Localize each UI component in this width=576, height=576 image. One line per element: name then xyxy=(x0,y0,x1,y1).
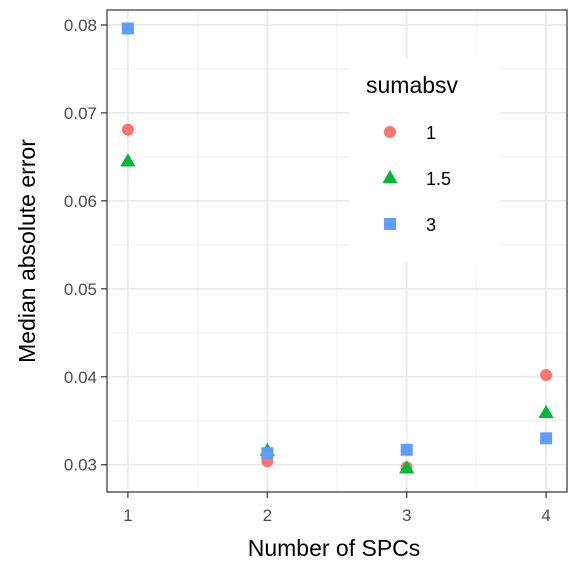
legend-background xyxy=(350,58,500,263)
y-tick-label: 0.05 xyxy=(64,280,97,299)
legend: sumabsv 11.53 xyxy=(350,58,500,263)
x-axis: 1 2 3 4 xyxy=(123,492,551,525)
legend-items: 11.53 xyxy=(382,123,451,235)
legend-key-square xyxy=(384,218,396,230)
x-tick-label: 4 xyxy=(541,506,550,525)
y-tick-label: 0.06 xyxy=(64,192,97,211)
data-point-square xyxy=(121,22,134,35)
y-tick-label: 0.08 xyxy=(64,16,97,35)
y-tick-label: 0.03 xyxy=(64,456,97,475)
y-axis-title: Median absolute error xyxy=(14,139,40,363)
legend-label: 3 xyxy=(426,215,436,235)
y-axis: 0.03 0.04 0.05 0.06 0.07 0.08 xyxy=(64,16,107,475)
x-tick-label: 3 xyxy=(402,506,411,525)
legend-label: 1.5 xyxy=(426,169,451,189)
x-axis-title: Number of SPCs xyxy=(248,535,421,561)
y-tick-label: 0.04 xyxy=(64,368,97,387)
legend-label: 1 xyxy=(426,123,436,143)
plot-panel-border xyxy=(106,9,568,493)
data-point-square xyxy=(400,443,413,456)
x-tick-label: 1 xyxy=(123,506,132,525)
data-points xyxy=(120,22,554,474)
x-tick-label: 2 xyxy=(263,506,272,525)
data-point-square xyxy=(540,432,553,445)
data-point-circle xyxy=(121,123,134,136)
data-point-triangle xyxy=(399,460,415,474)
data-point-circle xyxy=(540,369,553,382)
legend-key-triangle xyxy=(382,170,398,184)
legend-title: sumabsv xyxy=(366,72,459,98)
legend-key-circle xyxy=(384,126,396,138)
y-tick-label: 0.07 xyxy=(64,104,97,123)
data-point-triangle xyxy=(120,153,136,167)
data-point-square xyxy=(261,447,274,460)
data-point-triangle xyxy=(538,404,554,419)
